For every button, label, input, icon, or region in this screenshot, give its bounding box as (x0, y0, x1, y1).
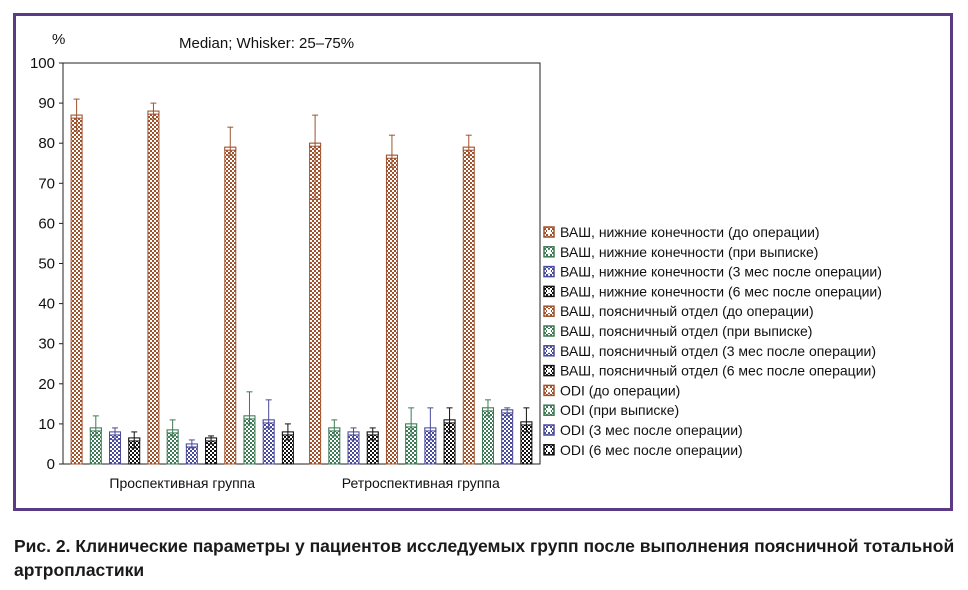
legend-swatch-center (547, 289, 551, 294)
y-tick-label: 20 (38, 376, 55, 393)
bar (462, 146, 475, 465)
y-tick-label: 50 (38, 256, 55, 273)
y-axis: 0 10 20 30 40 50 60 70 80 90 100 (30, 55, 63, 473)
bar (147, 110, 160, 465)
legend: ВАШ, нижние конечности (до операции) ВАШ,… (543, 224, 882, 458)
legend-label: ВАШ, поясничный отдел (6 мес после опера… (560, 363, 876, 379)
legend-swatch-center (547, 428, 551, 432)
y-tick-label: 10 (38, 416, 55, 433)
category-label: Ретроспективная группа (342, 475, 500, 491)
y-tick-label: 70 (38, 175, 55, 192)
legend-label: ВАШ, нижние конечности (при выписке) (560, 244, 818, 260)
chart-svg: % Median; Whisker: 25–75% 0 10 20 30 40 50 60 7… (30, 31, 882, 491)
category-labels: Проспективная группа Ретроспективная груп… (109, 475, 500, 491)
legend-label: ВАШ, нижние конечности (3 мес после опер… (560, 264, 882, 280)
plot-area (62, 62, 541, 465)
bar (385, 154, 398, 465)
legend-label: ODI (при выписке) (560, 402, 679, 418)
legend-label: ODI (до операции) (560, 382, 680, 398)
figure-caption: Рис. 2. Клинические параметры у пациенто… (14, 536, 955, 580)
legend-swatch-center (547, 447, 551, 452)
y-tick-label: 80 (38, 135, 55, 152)
chart-subtitle: Median; Whisker: 25–75% (179, 35, 354, 52)
y-tick-label: 60 (38, 215, 55, 232)
legend-swatch-center (547, 329, 551, 333)
bar (70, 114, 83, 465)
legend-swatch-center (547, 348, 551, 353)
y-tick-label: 30 (38, 336, 55, 353)
legend-swatch-center (547, 230, 551, 234)
y-tick-label: 0 (47, 456, 55, 473)
legend-label: ВАШ, нижние конечности (до операции) (560, 224, 820, 240)
legend-swatch-center (547, 269, 551, 274)
bar (501, 409, 514, 465)
legend-label: ВАШ, поясничный отдел (до операции) (560, 303, 814, 319)
category-label: Проспективная группа (109, 475, 255, 491)
legend-swatch-center (547, 368, 551, 373)
legend-swatch-center (547, 388, 551, 393)
plot-border (62, 62, 541, 465)
chart-frame: % Median; Whisker: 25–75% 0 10 20 30 40 50 60 7… (13, 13, 953, 511)
bar (224, 146, 237, 465)
legend-label: ВАШ, поясничный отдел (3 мес после опера… (560, 343, 876, 359)
y-unit-label: % (52, 31, 65, 48)
legend-label: ODI (3 мес после операции) (560, 422, 743, 438)
legend-swatch-center (547, 309, 551, 314)
legend-label: ВАШ, поясничный отдел (при выписке) (560, 323, 812, 339)
legend-swatch-center (547, 249, 551, 254)
legend-label: ВАШ, нижние конечности (6 мес после опер… (560, 283, 882, 299)
legend-label: ODI (6 мес после операции) (560, 442, 743, 458)
legend-swatch-center (547, 408, 551, 413)
y-tick-label: 40 (38, 296, 55, 313)
y-tick-label: 100 (30, 55, 55, 72)
y-tick-label: 90 (38, 95, 55, 112)
